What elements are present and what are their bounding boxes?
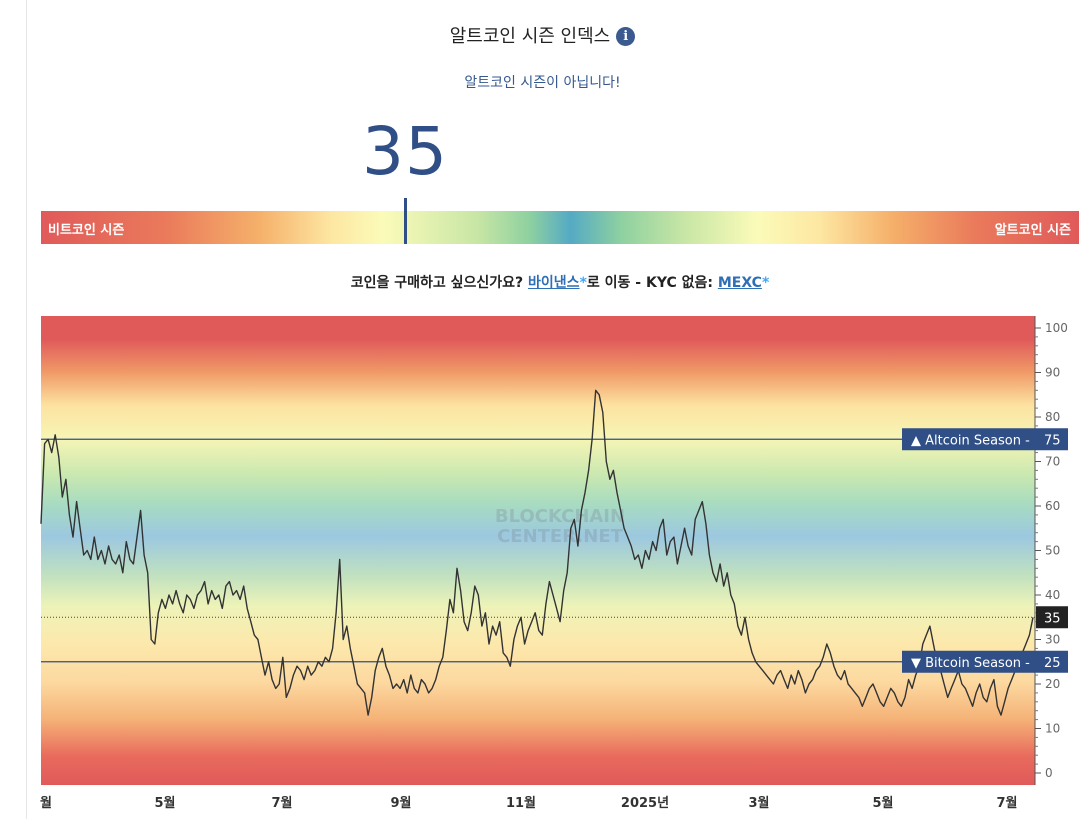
watermark-line-0: BLOCKCHAIN xyxy=(495,506,625,527)
y-tick-label-30: 30 xyxy=(1045,633,1060,647)
chart-background xyxy=(41,316,1035,785)
season-label-value: 75 xyxy=(1044,433,1061,448)
season-label-text: ▲ Altcoin Season - xyxy=(911,433,1030,448)
y-tick-label-60: 60 xyxy=(1045,499,1060,513)
season-label-bg xyxy=(902,428,1068,451)
chart-area: BLOCKCHAIN CENTER.NET 0 10 20 30 40 50 60 70 80 90… xyxy=(0,316,1085,819)
y-tick-label-90: 90 xyxy=(1045,366,1060,380)
season-label-value: 25 xyxy=(1044,656,1061,671)
info-circle-icon[interactable]: i xyxy=(616,27,636,46)
promo-line: 코인을 구매하고 싶으신가요? 바이낸스*로 이동 - KYC 없음: MEXC… xyxy=(0,272,1085,292)
y-tick-label-80: 80 xyxy=(1045,410,1060,424)
promo-text-1: 코인을 구매하고 싶으신가요? xyxy=(350,275,529,291)
series-line-0 xyxy=(40,389,1034,716)
current-value-badge: 35 xyxy=(1036,606,1068,629)
current-value-text: 35 xyxy=(1044,611,1061,626)
gauge-left-label: 비트코인 시즌 xyxy=(48,223,125,238)
page-title-text: 알트코인 시즌 인덱스 xyxy=(449,26,611,47)
x-tick-label-4: 11월 xyxy=(506,795,536,811)
y-tick-label-40: 40 xyxy=(1045,588,1060,602)
season-status: 알트코인 시즌이 아닙니다! xyxy=(464,75,621,91)
current-value-bg xyxy=(1036,606,1068,629)
left-border xyxy=(26,0,27,819)
season-gauge: 비트코인 시즌 알트코인 시즌 xyxy=(41,211,1079,244)
season-label-bg xyxy=(902,650,1068,673)
gauge-right-label: 알트코인 시즌 xyxy=(994,223,1071,238)
watermark-line-1: CENTER.NET xyxy=(497,526,624,547)
y-tick-label-10: 10 xyxy=(1045,722,1060,736)
x-tick-label-2: 7월 xyxy=(271,795,292,811)
season-label-text: ▼ Bitcoin Season - xyxy=(911,656,1030,671)
binance-link[interactable]: 바이낸스 xyxy=(528,275,580,291)
promo-text-2: 로 이동 - KYC 없음: xyxy=(586,275,718,291)
binance-star: * xyxy=(579,275,587,291)
x-tick-label-0: 월 xyxy=(40,795,52,811)
x-tick-label-8: 7월 xyxy=(996,795,1017,811)
y-tick-label-0: 0 xyxy=(1045,766,1053,780)
x-tick-label-3: 9월 xyxy=(390,795,411,811)
page-title: 알트코인 시즌 인덱스 i xyxy=(0,22,1085,48)
altcoin-season-label: ▲ Altcoin Season - 75 xyxy=(902,428,1068,451)
y-tick-label-50: 50 xyxy=(1045,544,1060,558)
gauge-marker xyxy=(404,198,407,244)
x-tick-label-5: 2025년 xyxy=(621,796,669,811)
index-value: 35 xyxy=(362,113,448,190)
y-tick-label-100: 100 xyxy=(1045,321,1068,335)
x-tick-label-7: 5월 xyxy=(872,795,893,811)
mexc-link[interactable]: MEXC xyxy=(717,275,762,291)
y-tick-label-20: 20 xyxy=(1045,677,1060,691)
x-tick-label-6: 3월 xyxy=(748,795,769,811)
mexc-star: * xyxy=(761,275,770,291)
y-tick-label-70: 70 xyxy=(1045,455,1060,469)
x-tick-label-1: 5월 xyxy=(154,795,175,811)
bitcoin-season-label: ▼ Bitcoin Season - 25 xyxy=(902,650,1068,673)
